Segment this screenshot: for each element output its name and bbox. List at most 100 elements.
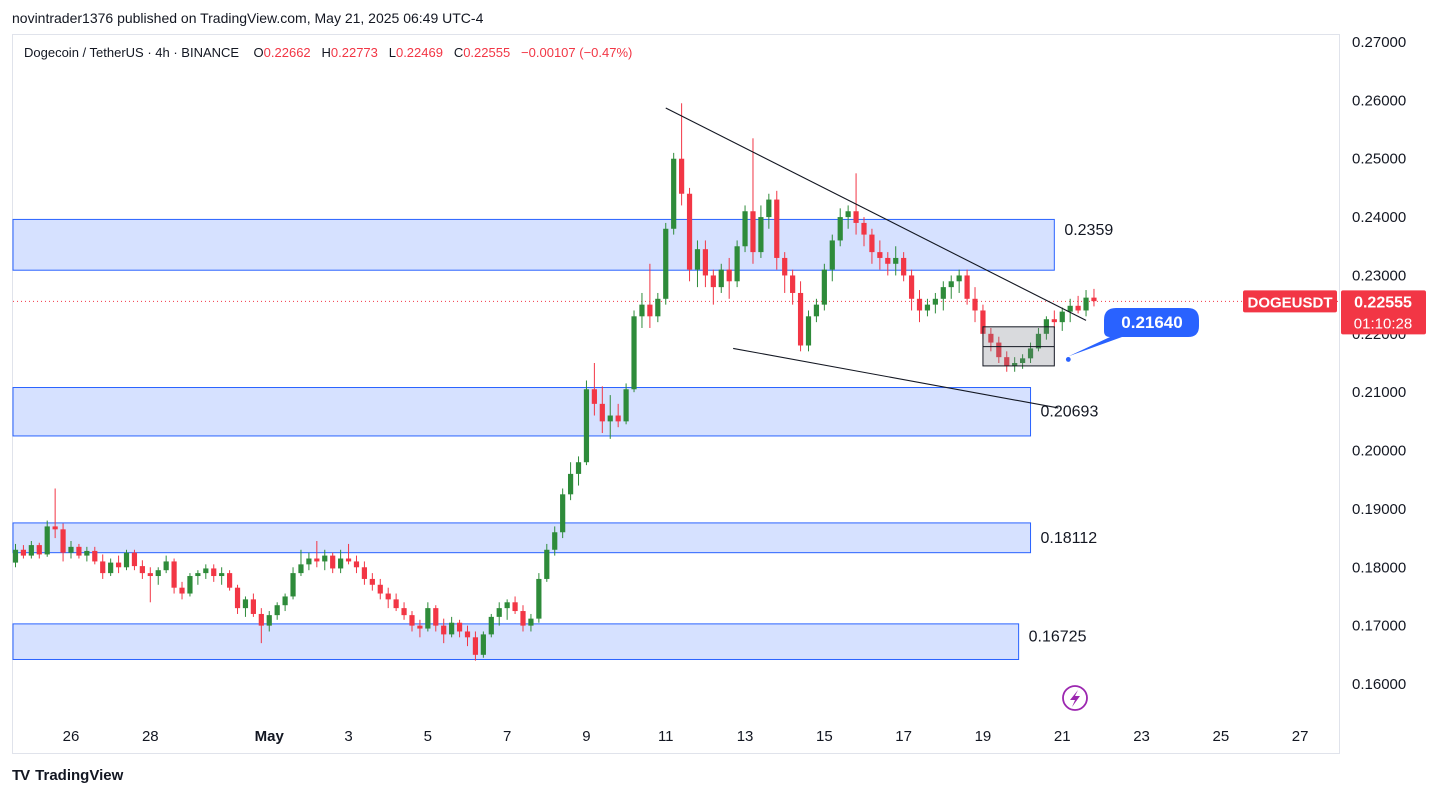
candle-body — [996, 342, 1002, 358]
candle-body — [345, 558, 352, 562]
candle — [877, 240, 883, 270]
candle — [964, 269, 970, 305]
candle — [496, 602, 502, 626]
candle — [1091, 288, 1097, 307]
candle-body — [615, 415, 621, 422]
candle — [242, 596, 249, 617]
candle-body — [409, 615, 415, 626]
candle — [1059, 307, 1065, 331]
candle — [123, 549, 130, 571]
candle-body — [1004, 357, 1010, 366]
candle-body — [512, 602, 518, 612]
flash-icon[interactable] — [1062, 685, 1088, 711]
candle-body — [782, 257, 788, 276]
candle — [417, 619, 423, 638]
candle-body — [520, 611, 526, 626]
candle-body — [1035, 333, 1042, 349]
candle — [679, 103, 685, 206]
candle — [179, 581, 185, 600]
candle — [68, 541, 74, 559]
x-tick-label: 27 — [1292, 728, 1309, 745]
candle-body — [266, 615, 272, 626]
candle — [92, 546, 98, 565]
candle — [702, 240, 708, 288]
candle-body — [480, 634, 486, 655]
candle — [940, 281, 946, 311]
x-tick-label: 19 — [975, 728, 992, 745]
callout-layer: 0.21640 — [1065, 308, 1199, 362]
candle — [686, 187, 693, 282]
x-tick-label: 15 — [816, 728, 833, 745]
candle — [1004, 351, 1010, 372]
candle — [520, 605, 526, 632]
candle — [782, 252, 788, 293]
candle-body — [68, 546, 74, 553]
legend-open-label: O — [253, 45, 264, 60]
legend-low-label: L — [388, 45, 396, 60]
candle — [290, 567, 296, 600]
candle — [504, 599, 510, 620]
candle-body — [472, 637, 479, 655]
legend-close-label: C — [453, 45, 464, 60]
candle-body — [623, 389, 629, 422]
candle-body — [726, 269, 732, 282]
candle-body — [1051, 319, 1057, 323]
candle-body — [234, 587, 241, 609]
candle — [790, 269, 796, 305]
zone-rect — [12, 623, 1020, 660]
candle — [742, 205, 748, 253]
legend-high-value: 0.22773 — [330, 45, 378, 60]
candle-body — [940, 287, 946, 299]
candle — [631, 310, 637, 393]
zone-label: 0.18112 — [1041, 530, 1098, 547]
candle — [187, 573, 193, 597]
candle-body — [1075, 305, 1081, 311]
zone-rect — [12, 522, 1032, 554]
candle — [282, 593, 288, 612]
candle — [607, 395, 613, 439]
candle-body — [123, 552, 130, 568]
candle-body — [76, 546, 82, 556]
candle — [774, 190, 780, 270]
candle — [219, 567, 225, 585]
candle-body — [567, 473, 574, 495]
candle-body — [504, 602, 510, 609]
candle-body — [195, 573, 201, 577]
candle — [480, 631, 486, 658]
candle — [401, 602, 407, 620]
candle — [972, 287, 978, 323]
candle-body — [536, 578, 542, 619]
candle-body — [758, 217, 764, 253]
candle — [671, 152, 677, 235]
legend-close-value: 0.22555 — [463, 45, 511, 60]
candle — [1012, 357, 1018, 372]
candle-body — [908, 275, 915, 299]
candle — [456, 619, 463, 638]
y-tick-label: 0.19000 — [1352, 501, 1406, 518]
candle — [845, 205, 851, 229]
legend-high-label: H — [321, 45, 331, 60]
candle — [1083, 290, 1089, 317]
candle-body — [219, 573, 225, 577]
y-tick-label: 0.24000 — [1352, 209, 1406, 226]
symbol-tag — [1243, 290, 1337, 313]
candle — [409, 611, 415, 632]
candle — [536, 573, 542, 623]
candle-body — [972, 298, 978, 311]
candle — [694, 240, 701, 288]
candle — [385, 587, 391, 609]
candle — [425, 602, 431, 632]
candle-body — [274, 605, 280, 616]
candle — [250, 593, 256, 617]
candle-body — [790, 275, 796, 293]
candle-body — [369, 578, 375, 585]
tradingview-logo[interactable]: TV TradingView — [12, 767, 123, 784]
candle — [147, 567, 153, 603]
candle — [528, 613, 534, 632]
candle-body — [425, 608, 431, 629]
candle-body — [980, 310, 986, 334]
candle-body — [829, 240, 835, 270]
zone-rect — [12, 218, 1055, 271]
callout-value: 0.21640 — [1121, 313, 1182, 332]
